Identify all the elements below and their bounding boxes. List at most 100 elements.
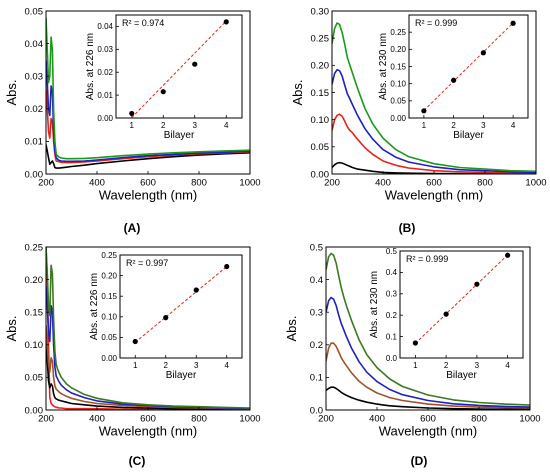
panel-b-main-y-axis-label: Abs. (290, 79, 305, 105)
panel-c-inset-x-tick-label: 4 (225, 361, 230, 370)
panel-c-inset-plot-frame (119, 254, 243, 359)
panel-b-inset: 1 2 3 4 0.00 0.05 0.10 0.15 0.20 0.25 Bilayer Abs. … (378, 14, 529, 141)
panel-b-main-x-tick-label: 400 (375, 178, 391, 189)
panel-a-inset-point-3 (192, 61, 198, 67)
panel-a-inset-fit-line (131, 20, 227, 118)
panel-d-main-x-tick-label: 400 (369, 414, 385, 425)
panel-a-inset-y-axis-label: Abs. at 226 nm (85, 33, 96, 100)
panel-b-label: (B) (399, 221, 416, 235)
panel-a-series-1-line (46, 144, 250, 169)
panel-d-inset-point-2 (443, 311, 449, 317)
panel-b-inset-y-tick-label: 0.25 (390, 28, 406, 37)
panel-d-main-y-tick-label: 0.2 (310, 340, 323, 351)
panel-d-inset-y-tick-label: 0.5 (386, 247, 398, 256)
panel-c-main-x-tick-label: 600 (140, 414, 156, 425)
panel-d-label: (D) (411, 454, 428, 468)
panel-b-inset-x-tick-label: 1 (422, 121, 427, 130)
panel-b-inset-y-axis-label: Abs. at 230 nm (378, 33, 389, 100)
panel-a-inset-point-4 (223, 19, 229, 25)
panel-a-inset: 1 2 3 4 0.00 0.01 0.02 0.03 0.04 Bilayer Abs. at 2… (85, 14, 243, 141)
panel-c-inset-r2-annotation: R² = 0.997 (126, 258, 168, 268)
panel-a-main-y-tick-label: 0.04 (25, 39, 44, 50)
panel-d-inset-plot-frame (399, 250, 524, 359)
panel-a-label: (A) (124, 221, 141, 235)
panel-b: 200 400 600 800 1000 0.00 0.05 0.10 0.15 0.20 0.25… (290, 6, 547, 235)
panel-d-inset-r2-annotation: R² = 0.999 (406, 254, 448, 264)
panel-d-main-x-axis-label: Wavelength (nm) (379, 424, 478, 439)
panel-a-main-y-axis-label: Abs. (4, 79, 19, 105)
panel-a-main-x-axis-label: Wavelength (nm) (99, 188, 198, 203)
panel-c-main-y-tick-label: 0.20 (25, 275, 44, 286)
panel-c-series-1-line (46, 247, 250, 410)
panel-b-series-4-line (332, 22, 536, 173)
panel-b-inset-point-4 (510, 20, 516, 26)
panel-c-main-x-tick-label: 400 (89, 414, 105, 425)
panel-d-series-2-line (326, 342, 530, 409)
panel-d-inset-y-tick-label: 0.2 (386, 311, 398, 320)
panel-c-inset-x-tick-label: 1 (133, 361, 138, 370)
panel-c-inset: 1 2 3 4 0.00 0.05 0.10 0.15 0.20 0.25 Bilayer Abs. … (89, 251, 243, 381)
panel-b-inset-point-3 (480, 50, 486, 56)
panel-b-main-x-axis-label: Wavelength (nm) (385, 188, 484, 203)
panel-d-inset-y-tick-label: 0.4 (386, 268, 398, 277)
panel-c-inset-point-4 (224, 263, 230, 270)
panel-d-inset-y-tick-label: 0.3 (386, 290, 398, 299)
panel-a-inset-y-tick-label: 0.04 (97, 22, 113, 31)
panel-b-inset-y-tick-label: 0.05 (390, 97, 406, 106)
panel-c-inset-y-tick-label: 0.25 (101, 251, 117, 260)
panel-d-inset-x-tick-label: 2 (444, 361, 449, 370)
panel-b-inset-x-axis-label: Bilayer (453, 130, 484, 141)
panel-a-main-x-tick-label: 600 (140, 178, 156, 189)
panel-a-inset-x-tick-label: 3 (193, 121, 198, 130)
panel-a-main-x-tick-label: 800 (191, 178, 207, 189)
panel-d-inset-x-tick-label: 3 (475, 361, 480, 370)
panel-b-main-y-tick-label: 0.15 (311, 88, 330, 99)
panel-d-series-4-line (326, 252, 530, 406)
panel-a-main-y-tick-label: 0.02 (25, 104, 44, 115)
panel-b-inset-x-tick-label: 4 (511, 121, 516, 130)
panel-d-main-y-tick-label: 0.1 (310, 373, 323, 384)
panel-c-main-y-axis-label: Abs. (4, 315, 19, 341)
panel-c-label: (C) (129, 454, 146, 468)
panel-c-series-2-line (46, 344, 250, 410)
panel-d-series-3-line (326, 296, 530, 408)
panel-c-main-x-tick-label: 200 (38, 414, 54, 425)
panel-b-inset-y-tick-label: 0.20 (390, 45, 406, 54)
panel-a-main-y-tick-label: 0.01 (25, 137, 44, 148)
panel-c-inset-y-axis-label: Abs. at 226 nm (89, 273, 100, 340)
panel-d-inset: 1 2 3 4 0.0 0.1 0.2 0.3 0.4 0.5 Bilayer Abs. at 230… (369, 247, 524, 381)
panel-d-inset-point-4 (505, 252, 511, 258)
panel-c-series-3-line (46, 325, 250, 410)
panel-a-inset-x-axis-label: Bilayer (164, 130, 195, 141)
panel-a-inset-point-1 (129, 110, 135, 117)
panel-c-main-y-tick-label: 0.05 (25, 373, 44, 384)
panel-c-inset-x-axis-label: Bilayer (166, 370, 197, 381)
panel-c: 200 400 600 800 1000 0.00 0.05 0.10 0.15 0.20 0.25… (4, 242, 261, 468)
panel-d-main-x-tick-label: 1000 (519, 414, 540, 425)
panel-a-main-x-tick-label: 400 (89, 178, 105, 189)
panel-c-inset-y-tick-label: 0.20 (101, 271, 117, 280)
panel-c-inset-y-tick-label: 0.05 (101, 333, 117, 342)
panel-a-inset-y-tick-label: 0.03 (97, 45, 113, 54)
panel-a-main-y-tick-label: 0.00 (25, 169, 44, 180)
panel-b-main-y-tick-label: 0.25 (311, 33, 330, 44)
panel-d-series-group (326, 252, 530, 410)
panel-b-main-y-tick-label: 0.10 (311, 115, 330, 126)
panel-d-main-x-tick-label: 800 (471, 414, 487, 425)
panel-c-inset-y-tick-label: 0.00 (101, 354, 117, 363)
panel-d-inset-fit-line (415, 254, 508, 344)
panel-a-inset-y-tick-label: 0.02 (97, 68, 113, 77)
panel-b-main-y-tick-label: 0.05 (311, 142, 330, 153)
panel-c-inset-point-2 (163, 315, 169, 321)
panel-b-inset-point-1 (421, 108, 427, 114)
panel-b-main-x-tick-label: 600 (426, 178, 442, 189)
panel-d-inset-x-tick-label: 1 (413, 361, 418, 370)
panel-d-inset-x-tick-label: 4 (505, 361, 510, 370)
panel-a-inset-plot-frame (115, 14, 243, 119)
panel-d-main-y-axis-label: Abs. (284, 315, 299, 341)
panel-a-inset-r2-annotation: R² = 0.974 (122, 18, 164, 28)
panel-c-main-y-tick-label: 0.15 (25, 308, 44, 319)
panel-b-inset-fit-line (423, 22, 514, 111)
panel-d-series-1-line (326, 386, 530, 410)
